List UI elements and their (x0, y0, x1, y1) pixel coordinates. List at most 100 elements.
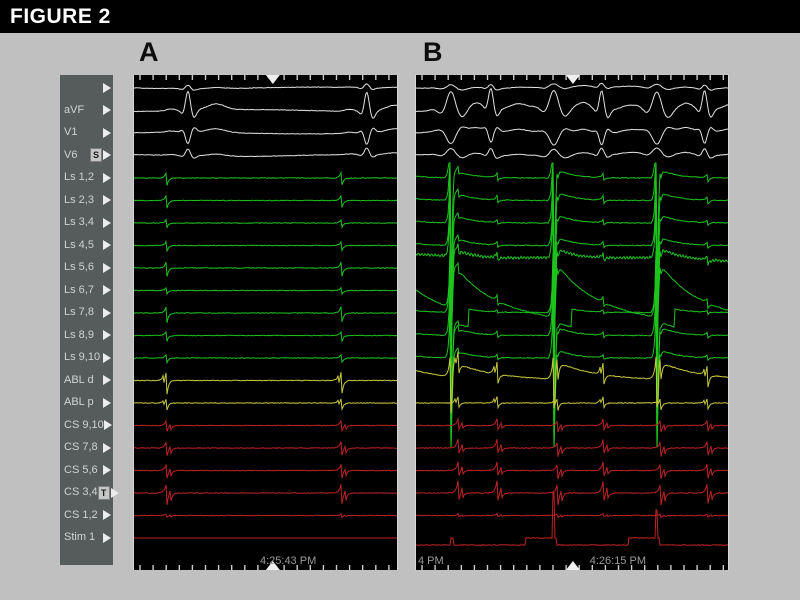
trace-cs-1-2 (416, 512, 728, 519)
channel-sidebar: aVF V1 V6 S Ls 1,2 Ls 2,3 Ls 3,4 Ls 4,5 Ls 5,6 Ls… (60, 75, 119, 565)
trace-ls-6-7 (416, 250, 728, 448)
channel-label: CS 5,6 (64, 463, 98, 476)
trace-cs-9-10 (134, 419, 397, 432)
channel-button-ls-2-3[interactable]: Ls 2,3 (60, 189, 113, 211)
trace-ls-4-5 (416, 183, 728, 374)
channel-button-ls-3-4[interactable]: Ls 3,4 (60, 212, 113, 234)
trace-ls-1-2 (134, 170, 397, 186)
channel-arrow-icon (103, 532, 111, 543)
channel-button-cs-3-4[interactable]: CS 3,4 T (60, 482, 119, 504)
trace-cs-7-8 (416, 438, 728, 457)
trace-ls-3-4 (416, 162, 728, 352)
ruler-tick-marks (421, 75, 724, 570)
channel-arrow-icon (103, 240, 111, 250)
trace-ls-7-8 (416, 249, 728, 398)
channel-label: CS 1,2 (64, 508, 98, 521)
trace-cs-5-6 (134, 464, 397, 479)
waveform-canvas-b[interactable] (416, 75, 728, 570)
timestamp-panel-a: 4:25:43 PM (259, 555, 317, 567)
trace-ls-3-4 (134, 218, 397, 230)
trace-stim-1 (416, 491, 728, 547)
trace-cs-1-2 (134, 512, 397, 519)
channel-arrow-icon (103, 510, 111, 520)
channel-label: Stim 1 (64, 531, 96, 543)
channel-label: V1 (64, 126, 78, 138)
channel-button-avf[interactable]: aVF (60, 99, 113, 121)
channel-button-ls-6-7[interactable]: Ls 6,7 (60, 279, 113, 301)
channel-arrow-icon (103, 195, 111, 205)
channel-button-ls-1-2[interactable]: Ls 1,2 (60, 167, 113, 189)
channel-arrow-icon (103, 285, 111, 295)
trace-ls-2-3 (134, 195, 397, 209)
channel-label: V6 (64, 148, 78, 161)
trace-ls-6-7 (134, 286, 397, 296)
trace-ls-9-10 (416, 296, 728, 448)
channel-arrow-icon (103, 217, 111, 228)
channel-label: ABL d (64, 373, 94, 386)
trace-v6 (134, 147, 397, 159)
channel-button-cs-1-2[interactable]: CS 1,2 (60, 504, 113, 526)
channel-badge-t: T (97, 485, 110, 500)
channel-label: CS 3,4 (64, 486, 98, 498)
trace-v1 (416, 126, 728, 146)
channel-arrow-icon (103, 150, 111, 160)
channel-badge-s: S (90, 148, 102, 162)
tracing-panel-b: 4 PM 4:26:15 PM (415, 75, 729, 570)
channel-arrow-icon (110, 487, 119, 498)
channel-button-ls-5-6[interactable]: Ls 5,6 (60, 257, 113, 279)
channel-label: Ls 3,4 (64, 216, 94, 228)
channel-button-cs-9-10[interactable]: CS 9,10 (60, 414, 113, 436)
trace-ls-5-6 (416, 194, 728, 384)
cursor-marker-top[interactable] (565, 75, 580, 84)
waveform-canvas-a[interactable] (134, 75, 397, 570)
channel-label: CS 9,10 (64, 418, 104, 431)
channel-button-ls-4-5[interactable]: Ls 4,5 (60, 234, 113, 256)
channel-button-cs-5-6[interactable]: CS 5,6 (60, 459, 113, 481)
trace-ls-7-8 (134, 306, 397, 323)
trace-avf (416, 87, 728, 119)
channel-label: Ls 1,2 (64, 171, 94, 183)
channel-label: ABL p (64, 396, 94, 408)
trace-avf (134, 90, 397, 119)
channel-button-ls-9-10[interactable]: Ls 9,10 (60, 347, 113, 369)
channel-arrow-icon (103, 127, 111, 138)
channel-button-abl-d[interactable]: ABL d (60, 369, 113, 391)
trace-ls-8-9 (416, 273, 728, 448)
channel-arrow-icon (103, 442, 111, 453)
panel-a-label: A (139, 37, 159, 67)
trace-cs-7-8 (134, 440, 397, 456)
channel-button-v6[interactable]: V6 S (60, 144, 113, 166)
channel-arrow-icon (103, 352, 111, 363)
cursor-marker-bottom[interactable] (565, 561, 580, 570)
channel-arrow-icon (103, 330, 111, 340)
trace-cs-5-6 (416, 461, 728, 480)
channel-arrow-icon (103, 105, 111, 115)
trace-ls-5-6 (134, 261, 397, 277)
cursor-marker-top[interactable] (265, 75, 280, 84)
channel-button-ls-8-9[interactable]: Ls 8,9 (60, 324, 113, 346)
channel-arrow-icon (103, 397, 111, 408)
trace-abl-p (416, 396, 728, 411)
channel-button-cs-7-8[interactable]: CS 7,8 (60, 437, 113, 459)
trace-blank (416, 82, 728, 91)
channel-arrow-icon (103, 420, 112, 430)
channel-button-blank[interactable] (60, 77, 113, 99)
trace-abl-d (416, 351, 728, 414)
channel-button-stim-1[interactable]: Stim 1 (60, 527, 113, 549)
trace-v1 (134, 127, 397, 145)
figure-title: FIGURE 2 (10, 4, 111, 28)
channel-button-ls-7-8[interactable]: Ls 7,8 (60, 302, 113, 324)
trace-cs-3-4 (416, 480, 728, 506)
channel-button-abl-p[interactable]: ABL p (60, 392, 113, 414)
cursor-marker-bottom[interactable] (265, 561, 280, 570)
trace-abl-p (134, 398, 397, 412)
timestamp-panel-b: 4:26:15 PM (589, 555, 646, 567)
trace-blank (134, 83, 397, 91)
channel-arrow-icon (103, 465, 111, 475)
trace-cs-9-10 (416, 417, 728, 433)
trace-cs-3-4 (134, 484, 397, 505)
trace-abl-d (134, 372, 397, 395)
channel-button-v1[interactable]: V1 (60, 122, 113, 144)
panel-b-label: B (423, 37, 443, 67)
channel-label: CS 7,8 (64, 441, 98, 453)
